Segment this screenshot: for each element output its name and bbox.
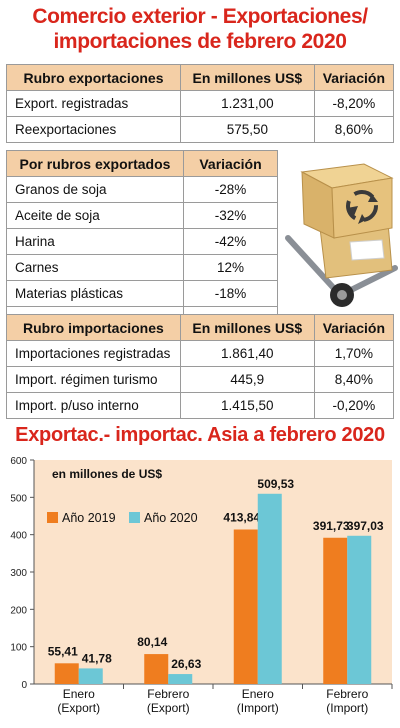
- exports-header-rubro: Rubro exportaciones: [6, 64, 181, 91]
- items-header-rubro: Por rubros exportados: [6, 150, 184, 177]
- table-row: Export. registradas 1.231,00 -8,20%: [6, 90, 395, 117]
- row-amount: 1.231,00: [179, 90, 315, 117]
- y-tick-label: 300: [10, 568, 27, 579]
- row-label: Reexportaciones: [6, 116, 181, 143]
- hand-truck-boxes-illustration: [280, 150, 398, 310]
- row-amount: 1.415,50: [179, 392, 315, 419]
- x-tick-label: Febrero: [326, 687, 368, 701]
- bar: [347, 535, 372, 684]
- row-label: Import. p/uso interno: [6, 392, 181, 419]
- y-tick-label: 100: [10, 643, 27, 654]
- row-variation: 8,60%: [313, 116, 395, 143]
- x-tick-label: (Export): [57, 701, 100, 715]
- items-header-variation: Variación: [183, 150, 278, 177]
- export-items-table: Por rubros exportados Variación Granos d…: [6, 150, 278, 333]
- legend-swatch: [129, 512, 140, 523]
- table-row: Carnes 12%: [6, 254, 278, 281]
- recycle-icon: [346, 190, 378, 224]
- row-variation: 12%: [183, 254, 278, 281]
- table-row: Granos de soja -28%: [6, 176, 278, 203]
- x-tick-label: (Import): [237, 701, 279, 715]
- data-label: 413,84: [223, 510, 260, 524]
- row-label: Carnes: [6, 254, 184, 281]
- row-variation: -18%: [183, 280, 278, 307]
- table-row: Harina -42%: [6, 228, 278, 255]
- y-tick-label: 600: [10, 456, 27, 467]
- row-label: Harina: [6, 228, 184, 255]
- bar: [168, 674, 193, 684]
- chart-title: Exportac.- importac. Asia a febrero 2020: [15, 424, 385, 446]
- data-label: 391,73: [313, 519, 350, 533]
- chart-subtitle: en millones de US$: [52, 467, 162, 481]
- row-variation: -42%: [183, 228, 278, 255]
- row-variation: -28%: [183, 176, 278, 203]
- bar: [54, 663, 79, 684]
- x-tick-label: Enero: [242, 687, 274, 701]
- legend-swatch: [47, 512, 58, 523]
- bar-chart: 0 100 200 300 400 500 600 en millones de US$ Año…: [0, 452, 400, 723]
- data-label: 41,78: [82, 651, 112, 665]
- row-variation: -0,20%: [313, 392, 395, 419]
- row-label: Import. régimen turismo: [6, 366, 181, 393]
- exports-header-variation: Variación: [313, 64, 395, 91]
- x-tick-label: Febrero: [147, 687, 189, 701]
- bar: [257, 493, 282, 684]
- table-row: Import. régimen turismo 445,9 8,40%: [6, 366, 395, 393]
- data-label: 397,03: [347, 519, 384, 533]
- main-title-line1: Comercio exterior - Exportaciones/: [32, 5, 368, 28]
- row-label: Importaciones registradas: [6, 340, 181, 367]
- data-label: 55,41: [48, 644, 78, 658]
- row-label: Granos de soja: [6, 176, 184, 203]
- y-tick-label: 500: [10, 493, 27, 504]
- main-title: Comercio exterior - Exportaciones/ impor…: [0, 0, 400, 58]
- table-row: Materias plásticas -18%: [6, 280, 278, 307]
- imports-table: Rubro importaciones En millones US$ Vari…: [6, 314, 395, 419]
- row-label: Materias plásticas: [6, 280, 184, 307]
- table-row: Aceite de soja -32%: [6, 202, 278, 229]
- data-label: 26,63: [171, 657, 201, 671]
- bar: [144, 654, 169, 684]
- table-row: Reexportaciones 575,50 8,60%: [6, 116, 395, 143]
- row-variation: -8,20%: [313, 90, 395, 117]
- row-amount: 575,50: [179, 116, 315, 143]
- y-tick-label: 400: [10, 531, 27, 542]
- x-tick-label: (Export): [147, 701, 190, 715]
- exports-header-amount: En millones US$: [179, 64, 315, 91]
- y-tick-label: 200: [10, 605, 27, 616]
- bar: [323, 537, 348, 684]
- x-tick-label: (Import): [326, 701, 368, 715]
- bar-chart-svg: 0 100 200 300 400 500 600 en millones de US$ Año…: [10, 456, 393, 715]
- row-variation: 1,70%: [313, 340, 395, 367]
- legend-label: Año 2020: [144, 511, 198, 525]
- row-label: Aceite de soja: [6, 202, 184, 229]
- x-tick-label: Enero: [63, 687, 95, 701]
- data-label: 509,53: [257, 477, 294, 491]
- exports-table: Rubro exportaciones En millones US$ Vari…: [6, 64, 395, 143]
- row-variation: 8,40%: [313, 366, 395, 393]
- row-variation: -32%: [183, 202, 278, 229]
- y-tick-label: 0: [21, 680, 27, 691]
- table-row: Importaciones registradas 1.861,40 1,70%: [6, 340, 395, 367]
- main-title-line2: importaciones de febrero 2020: [53, 30, 347, 53]
- legend-label: Año 2019: [62, 511, 116, 525]
- imports-header-rubro: Rubro importaciones: [6, 314, 181, 341]
- row-amount: 1.861,40: [179, 340, 315, 367]
- bar: [78, 668, 103, 684]
- imports-header-amount: En millones US$: [179, 314, 315, 341]
- data-label: 80,14: [137, 635, 167, 649]
- table-row: Import. p/uso interno 1.415,50 -0,20%: [6, 392, 395, 419]
- bar: [233, 529, 258, 684]
- imports-header-variation: Variación: [313, 314, 395, 341]
- row-amount: 445,9: [179, 366, 315, 393]
- row-label: Export. registradas: [6, 90, 181, 117]
